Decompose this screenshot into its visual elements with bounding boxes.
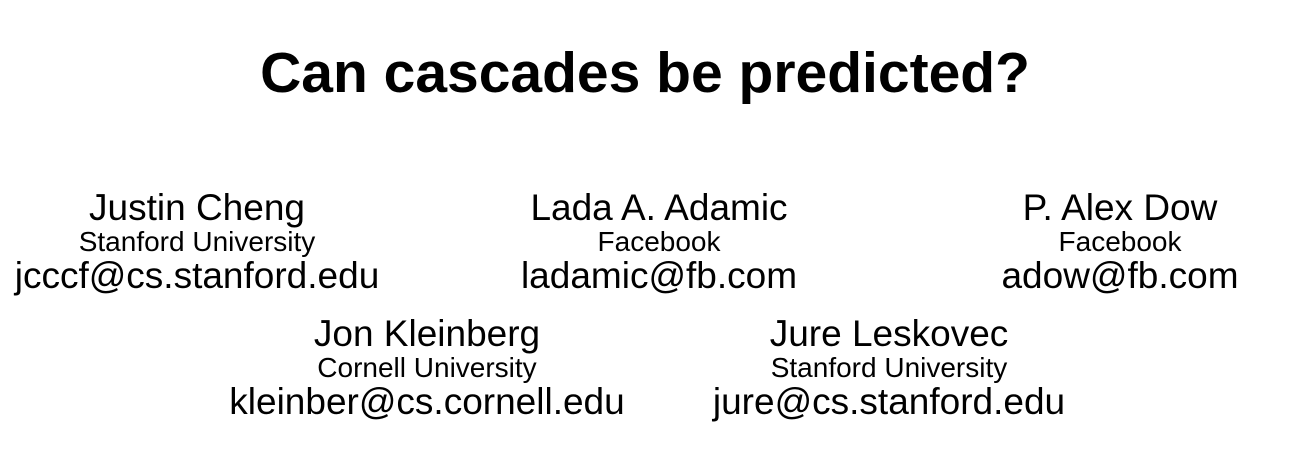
author-name: Justin Cheng <box>89 187 305 228</box>
author-name: Jure Leskovec <box>769 313 1009 354</box>
paper-title: Can cascades be predicted? <box>260 41 1030 105</box>
author-email: jure@cs.stanford.edu <box>712 381 1066 422</box>
author-block: Jure Leskovec Stanford University jure@c… <box>712 313 1066 422</box>
author-affiliation: Stanford University <box>78 226 316 257</box>
author-affiliation: Facebook <box>597 226 721 257</box>
author-block: Lada A. Adamic Facebook ladamic@fb.com <box>520 187 798 296</box>
author-block: Jon Kleinberg Cornell University kleinbe… <box>229 313 625 422</box>
author-block: P. Alex Dow Facebook adow@fb.com <box>1001 187 1239 296</box>
author-affiliation: Cornell University <box>317 352 537 383</box>
author-name: Lada A. Adamic <box>530 187 788 228</box>
author-block: Justin Cheng Stanford University jcccf@c… <box>14 187 380 296</box>
author-name: Jon Kleinberg <box>313 313 541 354</box>
author-email: jcccf@cs.stanford.edu <box>14 255 380 296</box>
author-email: adow@fb.com <box>1001 255 1239 296</box>
author-affiliation: Facebook <box>1058 226 1182 257</box>
author-name: P. Alex Dow <box>1022 187 1218 228</box>
author-email: ladamic@fb.com <box>520 255 798 296</box>
author-affiliation: Stanford University <box>770 352 1008 383</box>
author-email: kleinber@cs.cornell.edu <box>229 381 625 422</box>
